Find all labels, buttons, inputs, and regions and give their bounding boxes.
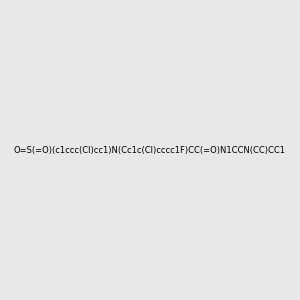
Text: O=S(=O)(c1ccc(Cl)cc1)N(Cc1c(Cl)cccc1F)CC(=O)N1CCN(CC)CC1: O=S(=O)(c1ccc(Cl)cc1)N(Cc1c(Cl)cccc1F)CC… (14, 146, 286, 154)
